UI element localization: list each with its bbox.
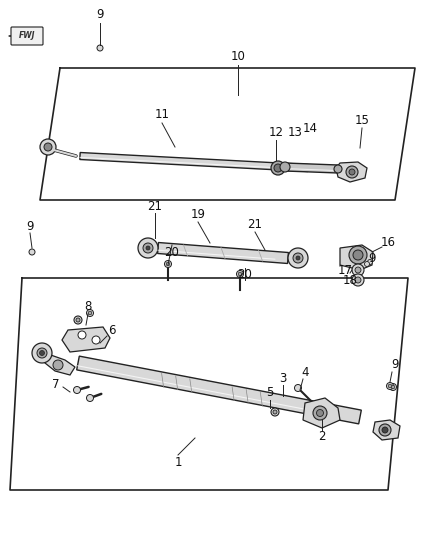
Circle shape (271, 408, 279, 416)
Circle shape (352, 264, 364, 276)
Text: 19: 19 (191, 208, 205, 222)
Circle shape (237, 271, 244, 278)
Text: 21: 21 (247, 219, 262, 231)
Text: 10: 10 (230, 51, 245, 63)
Circle shape (349, 246, 367, 264)
Text: 1: 1 (174, 456, 182, 469)
Circle shape (334, 165, 342, 173)
Circle shape (37, 348, 47, 358)
Circle shape (86, 310, 93, 317)
Circle shape (74, 316, 82, 324)
Polygon shape (336, 162, 367, 182)
Circle shape (138, 238, 158, 258)
Text: 4: 4 (301, 366, 309, 378)
Polygon shape (340, 245, 373, 270)
Text: 20: 20 (165, 246, 180, 259)
Polygon shape (77, 356, 361, 424)
Text: 9: 9 (391, 359, 399, 372)
Circle shape (273, 410, 277, 414)
Circle shape (274, 164, 282, 172)
Circle shape (88, 311, 92, 315)
Circle shape (40, 139, 56, 155)
Circle shape (280, 162, 290, 172)
Text: 12: 12 (268, 126, 283, 140)
Circle shape (294, 384, 301, 392)
Circle shape (313, 406, 327, 420)
Text: 18: 18 (343, 273, 357, 287)
Circle shape (349, 169, 355, 175)
Text: 6: 6 (108, 324, 116, 336)
Circle shape (165, 261, 172, 268)
Circle shape (352, 274, 364, 286)
Text: FWJ: FWJ (19, 31, 35, 41)
Circle shape (379, 424, 391, 436)
Text: 21: 21 (148, 199, 162, 213)
Circle shape (53, 360, 63, 370)
Circle shape (271, 161, 285, 175)
Polygon shape (303, 398, 340, 428)
Text: 8: 8 (84, 301, 92, 313)
Circle shape (391, 385, 395, 389)
Circle shape (386, 383, 393, 390)
Polygon shape (62, 327, 110, 352)
Circle shape (382, 427, 388, 433)
Circle shape (97, 45, 103, 51)
Circle shape (364, 262, 370, 266)
Circle shape (355, 277, 361, 283)
Circle shape (74, 386, 81, 393)
Text: 5: 5 (266, 386, 274, 400)
Text: 16: 16 (381, 237, 396, 249)
Circle shape (388, 384, 392, 388)
Text: 20: 20 (237, 269, 252, 281)
Text: 17: 17 (338, 263, 353, 277)
Circle shape (78, 331, 86, 339)
Circle shape (146, 246, 150, 250)
Circle shape (86, 394, 93, 401)
Text: 2: 2 (318, 431, 326, 443)
Circle shape (44, 143, 52, 151)
Circle shape (32, 343, 52, 363)
Text: 3: 3 (279, 372, 287, 384)
Text: 9: 9 (26, 220, 34, 232)
Circle shape (238, 272, 242, 276)
Circle shape (317, 409, 324, 416)
Polygon shape (158, 243, 288, 263)
Text: 11: 11 (155, 109, 170, 122)
Text: 13: 13 (288, 125, 302, 139)
Circle shape (353, 250, 363, 260)
Text: 7: 7 (52, 378, 60, 392)
Circle shape (293, 253, 303, 263)
Text: 9: 9 (96, 9, 104, 21)
Circle shape (367, 260, 372, 264)
FancyBboxPatch shape (11, 27, 43, 45)
Circle shape (92, 336, 100, 344)
Circle shape (288, 248, 308, 268)
Circle shape (166, 262, 170, 266)
Text: 15: 15 (355, 114, 369, 126)
Circle shape (76, 318, 80, 322)
Polygon shape (80, 152, 308, 172)
Circle shape (296, 256, 300, 260)
Circle shape (389, 384, 396, 391)
Circle shape (29, 249, 35, 255)
Circle shape (346, 166, 358, 178)
Polygon shape (373, 420, 400, 440)
Circle shape (355, 267, 361, 273)
Polygon shape (285, 163, 338, 173)
Text: 9: 9 (368, 252, 376, 264)
Text: 14: 14 (303, 122, 318, 134)
Circle shape (39, 351, 45, 356)
Polygon shape (45, 353, 75, 375)
Circle shape (143, 243, 153, 253)
